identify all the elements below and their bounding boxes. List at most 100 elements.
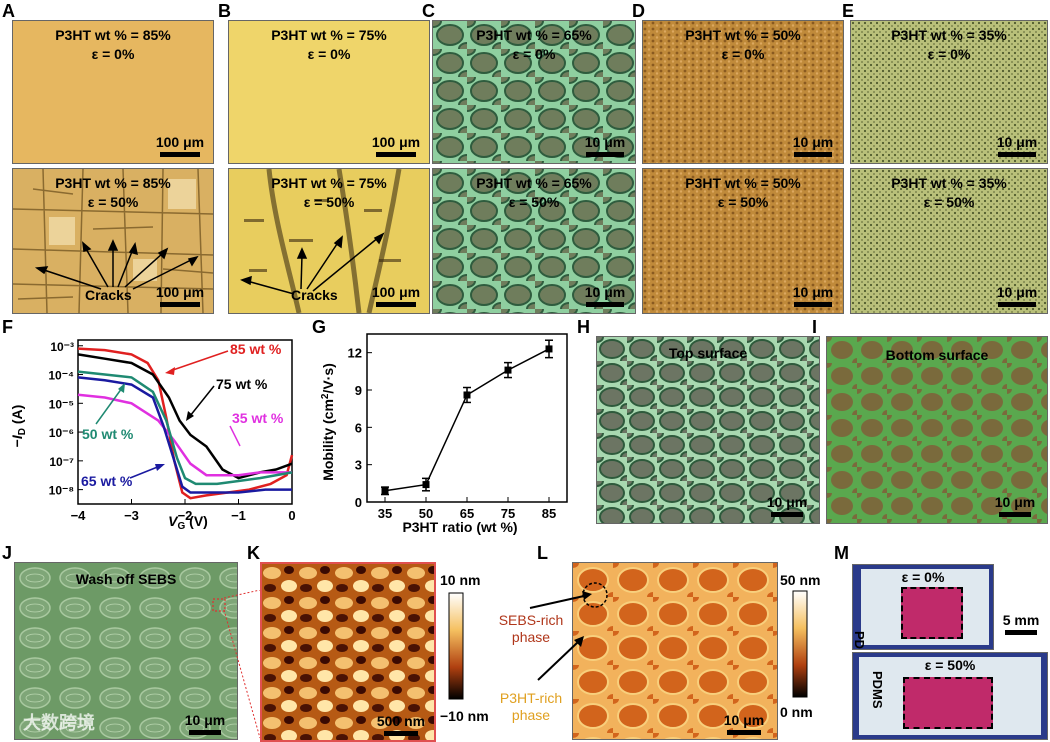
y-tick-label: 10⁻³ — [50, 340, 74, 354]
chart-f-transfer-curves: −4 −3 −2 −1 0 10⁻³ 10⁻⁴ 10⁻⁵ 10⁻⁶ 10⁻⁷ 10⁻⁸ VG (V)… — [9, 339, 296, 532]
cracks-label: Cracks — [291, 287, 338, 303]
x-tick-label: 75 — [501, 506, 515, 521]
panel-letter-d: D — [632, 1, 645, 21]
panel-letter-f: F — [2, 317, 13, 337]
x-tick-label: −4 — [71, 508, 87, 523]
micrograph-d-top: P3HT wt % = 50% ε = 0% 10 μm — [642, 20, 844, 164]
scale-bar: 10 μm — [583, 134, 627, 157]
strain-label: ε = 50% — [717, 194, 769, 210]
watermark: 大数跨境 — [23, 713, 95, 733]
zoom-guide-lines — [224, 590, 261, 739]
wt-label: P3HT wt % = 75% — [271, 175, 387, 191]
scale-bar: 100 μm — [371, 134, 421, 157]
y-tick-label: 10⁻⁵ — [49, 397, 74, 411]
photo-m-stretched: ε = 50% PDMS — [852, 652, 1048, 740]
chart-g-mobility: 0 3 6 9 12 35 50 65 75 85 P3HT ratio (wt %) Mobil… — [320, 333, 568, 535]
plot-frame — [366, 333, 568, 503]
panel-letter-l: L — [537, 543, 548, 563]
mobility-line — [384, 348, 550, 492]
y-tick-label: 10⁻⁷ — [49, 455, 74, 469]
scale-bar: 500 nm — [376, 713, 426, 736]
y-tick-label: 0 — [355, 495, 362, 510]
y-tick-label: 3 — [355, 458, 362, 473]
label-50: 50 wt % — [82, 426, 134, 442]
series-line-85wt — [77, 347, 294, 500]
panel-letter-m: M — [834, 543, 849, 563]
wt-label: P3HT wt % = 65% — [476, 175, 592, 191]
colorbar-l-min: 0 nm — [780, 704, 813, 720]
series-line-35wt — [77, 393, 292, 477]
scale-bar: 10 μm — [993, 494, 1037, 517]
wt-label: P3HT wt % = 75% — [271, 27, 387, 43]
pdms-label: PDMS — [852, 631, 867, 650]
x-tick-label: 65 — [460, 506, 474, 521]
colorbar-k-min: −10 nm — [440, 708, 489, 724]
strain-label: ε = 0% — [721, 46, 765, 62]
wt-label: P3HT wt % = 65% — [476, 27, 592, 43]
scale-bar: 10 μm — [995, 134, 1039, 157]
data-point — [422, 481, 430, 489]
x-tick-label: −1 — [231, 508, 246, 523]
scale-bar: 10 μm — [791, 134, 835, 157]
panel-letter-h: H — [577, 317, 590, 337]
micrograph-h-top-surface: Top surface 10 μm — [596, 336, 820, 524]
wt-label: P3HT wt % = 85% — [55, 27, 171, 43]
wt-label: P3HT wt % = 35% — [891, 175, 1007, 191]
p3ht-rich-label: P3HT-rich phase — [499, 690, 563, 723]
y-tick-label: 10⁻⁶ — [49, 426, 74, 440]
strain-label: ε = 50% — [87, 194, 139, 210]
y-tick-label: 6 — [355, 420, 362, 435]
series-line-50wt — [77, 370, 293, 486]
y-tick-label: 12 — [348, 346, 362, 361]
x-tick-label: 0 — [288, 508, 295, 523]
micrograph-c-bottom: P3HT wt % = 65% ε = 50% 10 μm — [432, 168, 636, 314]
strain-label: ε = 0% — [307, 46, 351, 62]
y-axis-label: −ID (A) — [9, 405, 28, 448]
scale-bar: 10 μm — [765, 494, 809, 517]
colorbar-k — [448, 592, 464, 700]
wt-label: P3HT wt % = 50% — [685, 175, 801, 191]
label-75: 75 wt % — [216, 376, 268, 392]
data-point — [381, 487, 389, 495]
y-tick-label: 10⁻⁴ — [48, 369, 74, 383]
micrograph-a-top: P3HT wt % = 85% ε = 0% 100 μm — [12, 20, 214, 164]
x-tick-label: 50 — [419, 506, 433, 521]
strain-label: ε = 50% — [923, 194, 975, 210]
series-labels: 85 wt % 75 wt % 35 wt % 50 wt % 65 wt % — [81, 341, 284, 489]
photo-m-unstretched: ε = 0% PDMS — [852, 564, 994, 650]
micrograph-b-bottom: P3HT wt % = 75% ε = 50% Cracks 100 μm — [228, 168, 430, 314]
micrograph-d-bottom: P3HT wt % = 50% ε = 50% 10 μm — [642, 168, 844, 314]
panel-letter-a: A — [2, 1, 15, 21]
micrograph-j-wash-off: Wash off SEBS 10 μm 大数跨境 — [14, 562, 238, 740]
series-line-65wt — [77, 376, 292, 494]
sebs-rich-label: SEBS-rich phase — [498, 612, 564, 645]
x-tick-label: 35 — [378, 506, 392, 521]
scale-bar: 100 μm — [371, 284, 421, 307]
data-point — [545, 345, 553, 353]
x-tick-label: 85 — [542, 506, 556, 521]
x-axis-label: VG (V) — [168, 513, 208, 532]
panel-i-title: Bottom surface — [885, 347, 989, 363]
strain-label: ε = 0% — [927, 46, 971, 62]
pdms-label: PDMS — [870, 671, 885, 709]
crack-pattern — [240, 169, 402, 313]
panel-j-title: Wash off SEBS — [75, 571, 177, 587]
strain-label: ε = 0% — [91, 46, 135, 62]
scale-bar: 10 μm — [583, 284, 627, 307]
wt-label: P3HT wt % = 35% — [891, 27, 1007, 43]
strain-label: ε = 50% — [303, 194, 355, 210]
panel-letter-e: E — [842, 1, 855, 21]
afm-image-l: 10 μm — [572, 562, 778, 740]
scale-bar: 10 μm — [995, 284, 1039, 307]
data-point — [504, 366, 512, 374]
x-tick-label: −3 — [124, 508, 139, 523]
scale-bar: 10 μm — [183, 712, 227, 735]
panel-letter-g: G — [312, 317, 327, 337]
series-arrows — [95, 350, 241, 479]
film-area — [901, 587, 963, 639]
micrograph-c-top: P3HT wt % = 65% ε = 0% 10 μm — [432, 20, 636, 164]
y-tick-label: 9 — [355, 383, 362, 398]
label-85: 85 wt % — [230, 341, 282, 357]
y-tick-label: 10⁻⁸ — [49, 484, 74, 498]
afm-image-k: 500 nm — [260, 562, 436, 742]
